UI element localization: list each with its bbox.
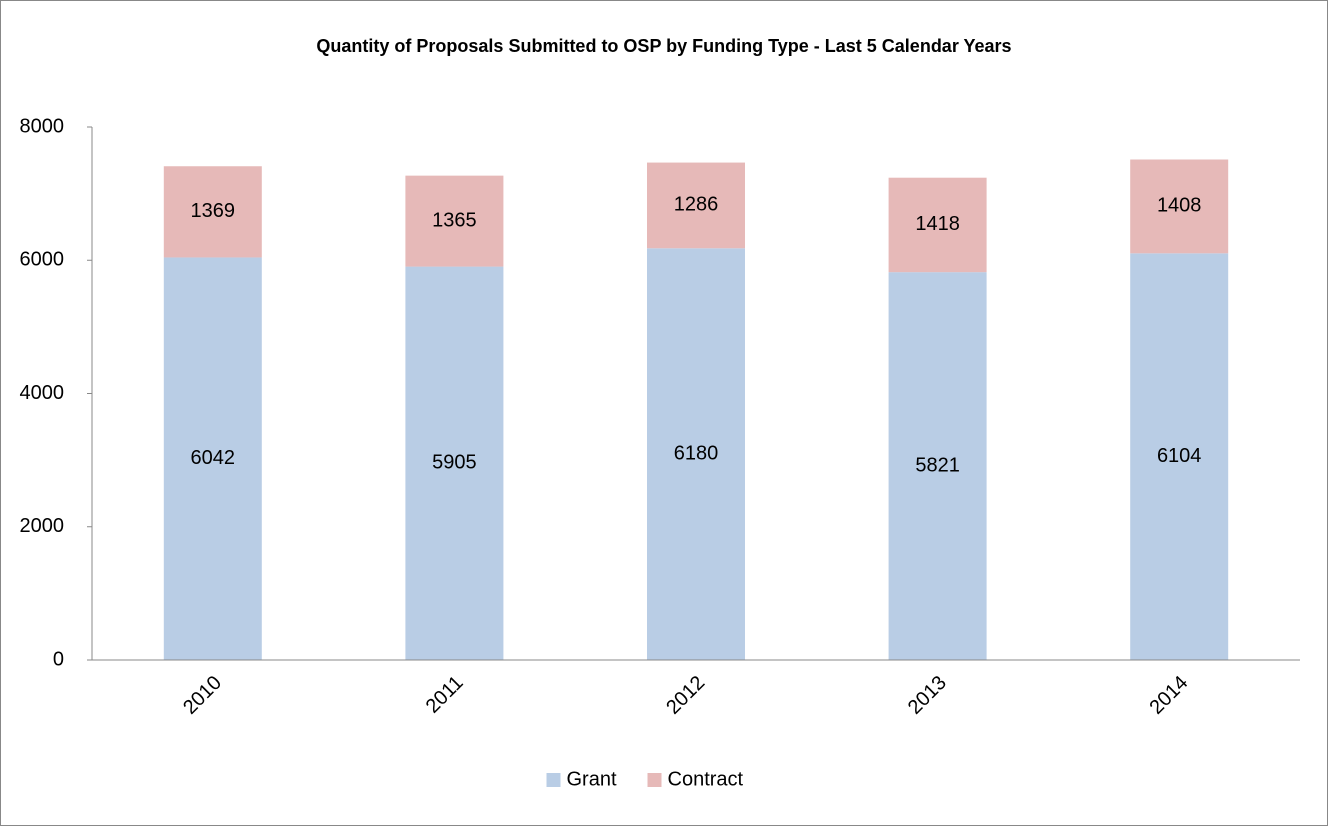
data-label: 1369: [191, 200, 236, 222]
y-tick-label: 8000: [20, 115, 65, 137]
legend-label: Contract: [668, 768, 744, 790]
bar-segment: [888, 177, 987, 273]
bar-segment: [647, 248, 745, 660]
data-label: 1408: [1157, 195, 1202, 217]
bar-segment: [888, 272, 987, 660]
bar-segment: [647, 162, 745, 249]
bar-segment: [1130, 159, 1229, 254]
bar-segment: [1130, 253, 1229, 661]
data-label: 6042: [191, 447, 236, 469]
data-label: 1418: [915, 213, 960, 235]
data-label: 5821: [915, 454, 960, 476]
bar-segment: [405, 175, 504, 267]
data-label: 6104: [1157, 445, 1202, 467]
data-label: 1286: [674, 194, 719, 216]
legend-swatch: [546, 773, 561, 787]
data-label: 5905: [432, 452, 477, 474]
y-tick-label: 4000: [20, 382, 65, 404]
bar-segment: [163, 257, 262, 660]
legend-label: Grant: [567, 768, 617, 790]
y-tick-label: 2000: [20, 515, 65, 537]
data-label: 1365: [432, 209, 477, 231]
chart-title: Quantity of Proposals Submitted to OSP b…: [316, 36, 1011, 56]
y-tick-label: 6000: [20, 249, 65, 271]
y-tick-label: 0: [53, 648, 64, 670]
data-label: 6180: [674, 442, 719, 464]
legend-swatch: [647, 773, 662, 787]
bar-segment: [405, 266, 504, 660]
bar-segment: [163, 166, 262, 258]
